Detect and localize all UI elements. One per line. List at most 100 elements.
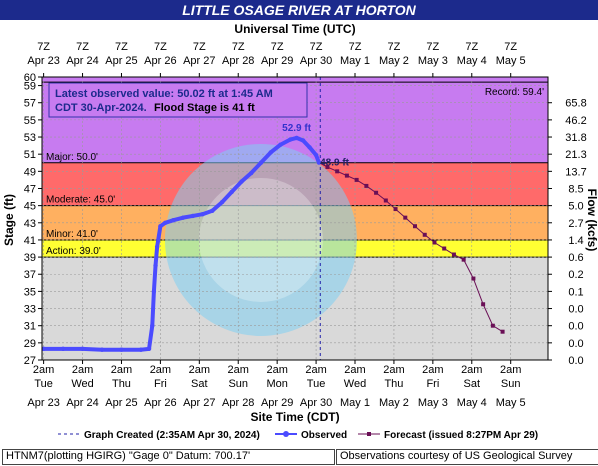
footer-datum: HTNM7(plotting HGIRG) "Gage 0" Datum: 70… [2, 449, 335, 465]
legend-created-text: Graph Created (2:35AM Apr 30, 2024) [84, 430, 260, 441]
bottom-tick-date: May 2 [379, 397, 409, 409]
flood-band-record [42, 77, 548, 83]
forecast-point [383, 198, 388, 203]
bottom-tick-day: Fri [426, 378, 439, 390]
bottom-tick-time: 2am [150, 364, 171, 376]
observed-point [153, 263, 158, 268]
bottom-tick-date: Apr 24 [66, 397, 98, 409]
forecast-point [354, 177, 359, 182]
y-tick-label: 49 [24, 166, 36, 178]
y-tick-label: 33 [24, 304, 36, 316]
bottom-tick-day: Sun [228, 378, 248, 390]
bottom-tick-date: May 1 [340, 397, 370, 409]
observed-point [80, 346, 85, 352]
y-tick-label: 45 [24, 201, 36, 213]
y-tick-label: 55 [24, 115, 36, 127]
y-tick-label: 27 [24, 355, 36, 367]
y-axis-label: Stage (ft) [2, 194, 16, 246]
forecast-point [471, 276, 476, 281]
observed-point [249, 170, 254, 176]
observed-point [239, 179, 244, 184]
top-tick-time: 7Z [37, 41, 50, 53]
y-tick-label: 31 [24, 321, 36, 333]
observed-point [200, 212, 205, 217]
observed-point [294, 135, 299, 141]
bottom-tick-time: 2am [189, 364, 210, 376]
bottom-tick-time: 2am [72, 364, 93, 376]
flow-tick-label: 21.3 [565, 149, 586, 161]
top-tick-date: May 4 [457, 55, 487, 67]
latest-observed-box [48, 82, 308, 118]
observed-point [146, 346, 152, 352]
flow-tick-label: 0.0 [568, 304, 583, 316]
flow-tick-label: 0.0 [568, 321, 583, 333]
bottom-tick-time: 2am [500, 364, 521, 376]
latest-label: 48.9 ft [320, 157, 350, 168]
latest-observed-line2b: Flood Stage is 41 ft [154, 102, 255, 114]
legend-observed-marker [283, 431, 289, 437]
top-tick-time: 7Z [310, 41, 323, 53]
observed-point [268, 150, 273, 155]
forecast-point [432, 240, 437, 245]
legend-observed-text: Observed [301, 430, 347, 441]
flow-tick-label: 0.2 [568, 269, 583, 281]
bottom-tick-day: Sat [191, 378, 208, 390]
flow-tick-label: 1.4 [568, 235, 583, 247]
bottom-tick-date: May 4 [457, 397, 487, 409]
top-tick-date: Apr 28 [222, 55, 254, 67]
bottom-tick-date: Apr 25 [105, 397, 137, 409]
observed-point [210, 208, 215, 213]
bottom-tick-time: 2am [33, 364, 54, 376]
noaa-seal-inner [198, 177, 323, 302]
bottom-tick-day: Sun [501, 378, 521, 390]
bottom-tick-date: Apr 23 [27, 397, 59, 409]
observed-point [219, 200, 225, 205]
bottom-tick-time: 2am [305, 364, 326, 376]
observed-point [158, 224, 163, 229]
bottom-tick-time: 2am [266, 364, 287, 376]
y-tick-label: 37 [24, 269, 36, 281]
flood-label-major: Major: 50.0' [46, 152, 98, 163]
forecast-point [490, 323, 495, 328]
observed-point [278, 142, 283, 147]
x-axis-label: Site Time (CDT) [250, 410, 339, 424]
bottom-tick-date: Apr 29 [261, 397, 293, 409]
flood-label-moderate: Moderate: 45.0' [46, 195, 115, 206]
forecast-point [422, 232, 427, 237]
observed-point [154, 244, 160, 249]
observed-point [138, 347, 144, 352]
bottom-tick-time: 2am [461, 364, 482, 376]
forecast-point [335, 169, 340, 174]
flow-tick-label: 8.5 [568, 183, 583, 195]
y-tick-label: 59 [24, 81, 36, 93]
flow-tick-label: 5.0 [568, 201, 583, 213]
latest-observed-line1: Latest observed value: 50.02 ft at 1:45 … [55, 88, 273, 100]
flood-label-action: Action: 39.0' [46, 246, 101, 257]
flow-tick-label: 0.0 [568, 338, 583, 350]
flood-label-minor: Minor: 41.0' [46, 229, 98, 240]
top-tick-time: 7Z [388, 41, 401, 53]
bottom-tick-day: Sat [464, 378, 481, 390]
y-tick-label: 39 [24, 252, 36, 264]
y-tick-label: 29 [24, 338, 36, 350]
flow-tick-label: 0.0 [568, 355, 583, 367]
forecast-point [393, 207, 398, 212]
bottom-tick-date: Apr 26 [144, 397, 176, 409]
forecast-point [481, 302, 486, 307]
y-tick-label: 35 [24, 286, 36, 298]
observed-point [287, 137, 293, 142]
top-tick-time: 7Z [465, 41, 478, 53]
top-tick-date: Apr 24 [66, 55, 98, 67]
top-tick-time: 7Z [154, 41, 167, 53]
y2-axis-label: Flow (kcfs) [585, 189, 598, 252]
observed-point [313, 152, 319, 158]
plot-border [41, 76, 549, 361]
forecast-point [374, 190, 379, 195]
peak-label: 52.9 ft [282, 123, 312, 134]
top-tick-date: May 2 [379, 55, 409, 67]
y-tick-label: 51 [24, 149, 36, 161]
flow-tick-label: 0.6 [568, 252, 583, 264]
observed-point [307, 145, 312, 150]
observed-point [190, 213, 196, 219]
top-tick-time: 7Z [76, 41, 89, 53]
